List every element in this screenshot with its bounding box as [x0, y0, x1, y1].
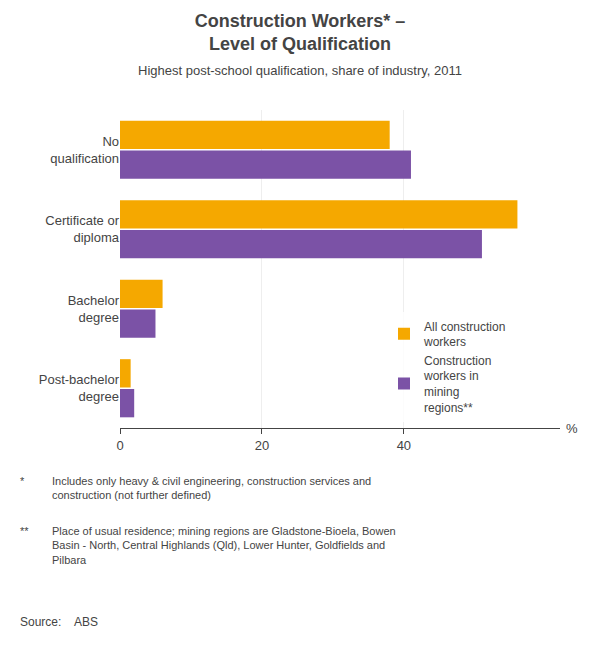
- svg-text:0: 0: [116, 438, 123, 453]
- svg-text:Post-bachelordegree: Post-bachelordegree: [39, 372, 120, 404]
- svg-text:Includes only heavy & civil en: Includes only heavy & civil engineering,…: [52, 475, 371, 501]
- svg-text:*: *: [20, 475, 25, 487]
- svg-text:20: 20: [255, 438, 269, 453]
- svg-text:Noqualification: Noqualification: [50, 134, 119, 166]
- svg-text:Source: ABS: Source: ABS: [20, 615, 98, 629]
- svg-text:40: 40: [397, 438, 411, 453]
- svg-text:All constructionworkers: All constructionworkers: [423, 320, 505, 350]
- svg-text:Certificate ordiploma: Certificate ordiploma: [45, 213, 119, 245]
- svg-text:Highest post-school qualificat: Highest post-school qualification, share…: [138, 63, 462, 78]
- svg-text:**: **: [20, 525, 29, 537]
- svg-text:Constructionworkers inminingre: Constructionworkers inminingregions**: [423, 354, 491, 415]
- svg-text:Place of usual residence; mini: Place of usual residence; mining regions…: [52, 525, 396, 566]
- svg-text:%: %: [566, 421, 578, 436]
- svg-text:Bachelordegree: Bachelordegree: [68, 293, 120, 325]
- svg-text:Construction Workers* –Level o: Construction Workers* –Level of Qualific…: [195, 11, 406, 54]
